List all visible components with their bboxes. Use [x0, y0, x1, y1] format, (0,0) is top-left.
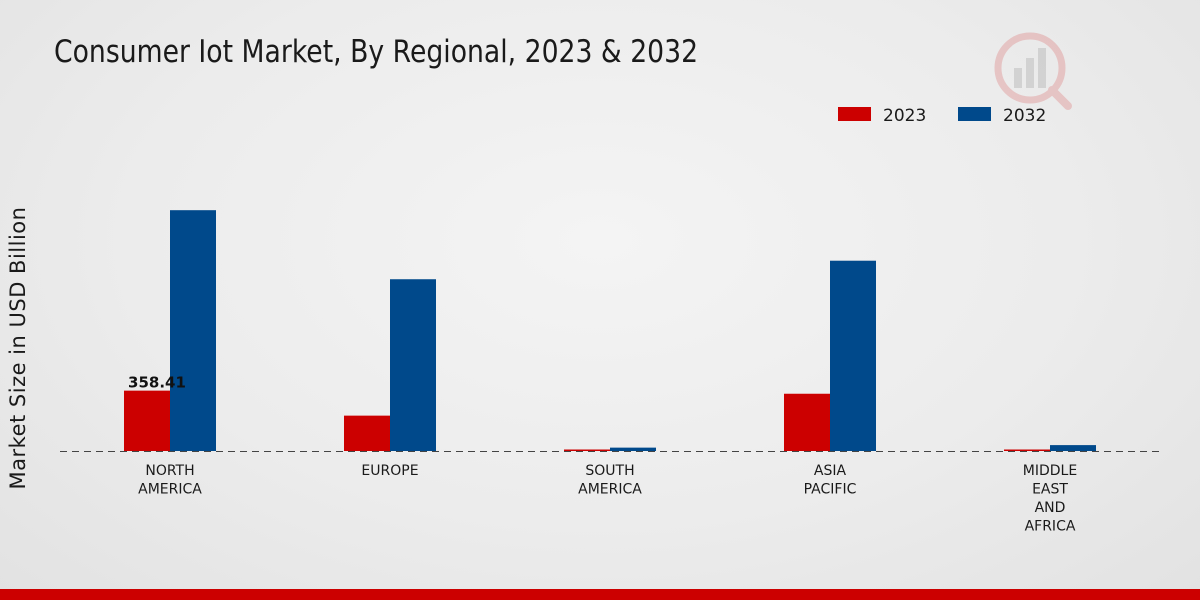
x-tick-label: MIDDLE [1023, 463, 1077, 479]
x-tick-label: EAST [1032, 482, 1068, 498]
bar-2023-1 [344, 415, 390, 451]
x-tick-label: SOUTH [585, 463, 634, 479]
bar-2023-3 [784, 393, 830, 451]
bar-2032-1 [390, 279, 436, 451]
x-tick-label: ASIA [814, 463, 847, 479]
market-research-logo-icon [994, 32, 1072, 110]
x-tick-label: AMERICA [578, 482, 642, 498]
bar-2032-0 [170, 210, 216, 451]
bar-2023-4 [1004, 449, 1050, 451]
legend-swatch-2032 [958, 107, 991, 121]
bar-2032-2 [610, 447, 656, 451]
bar-2032-3 [830, 260, 876, 451]
bars-group [124, 210, 1096, 451]
x-tick-label: AMERICA [138, 482, 202, 498]
legend-label-2032: 2032 [1003, 106, 1046, 126]
legend-swatch-2023 [838, 107, 871, 121]
x-tick-label: NORTH [145, 463, 194, 479]
labels-group: NORTH AMERICA EUROPE SOUTH AMERICA ASIA PACIFI… [128, 374, 1077, 535]
bar-2023-2 [564, 449, 610, 451]
legend-label-2023: 2023 [883, 106, 926, 126]
x-tick-label: AND [1035, 500, 1066, 516]
bottom-band [0, 589, 1200, 600]
chart-title: Consumer Iot Market, By Regional, 2023 &… [54, 34, 699, 70]
x-tick-label: AFRICA [1025, 519, 1076, 535]
x-tick-label: PACIFIC [804, 482, 857, 498]
bar-2032-4 [1050, 445, 1096, 451]
legend: 2023 2032 [838, 106, 1046, 126]
bar-2023-0 [124, 390, 170, 451]
x-tick-label: EUROPE [361, 463, 418, 479]
data-label: 358.41 [128, 374, 186, 392]
